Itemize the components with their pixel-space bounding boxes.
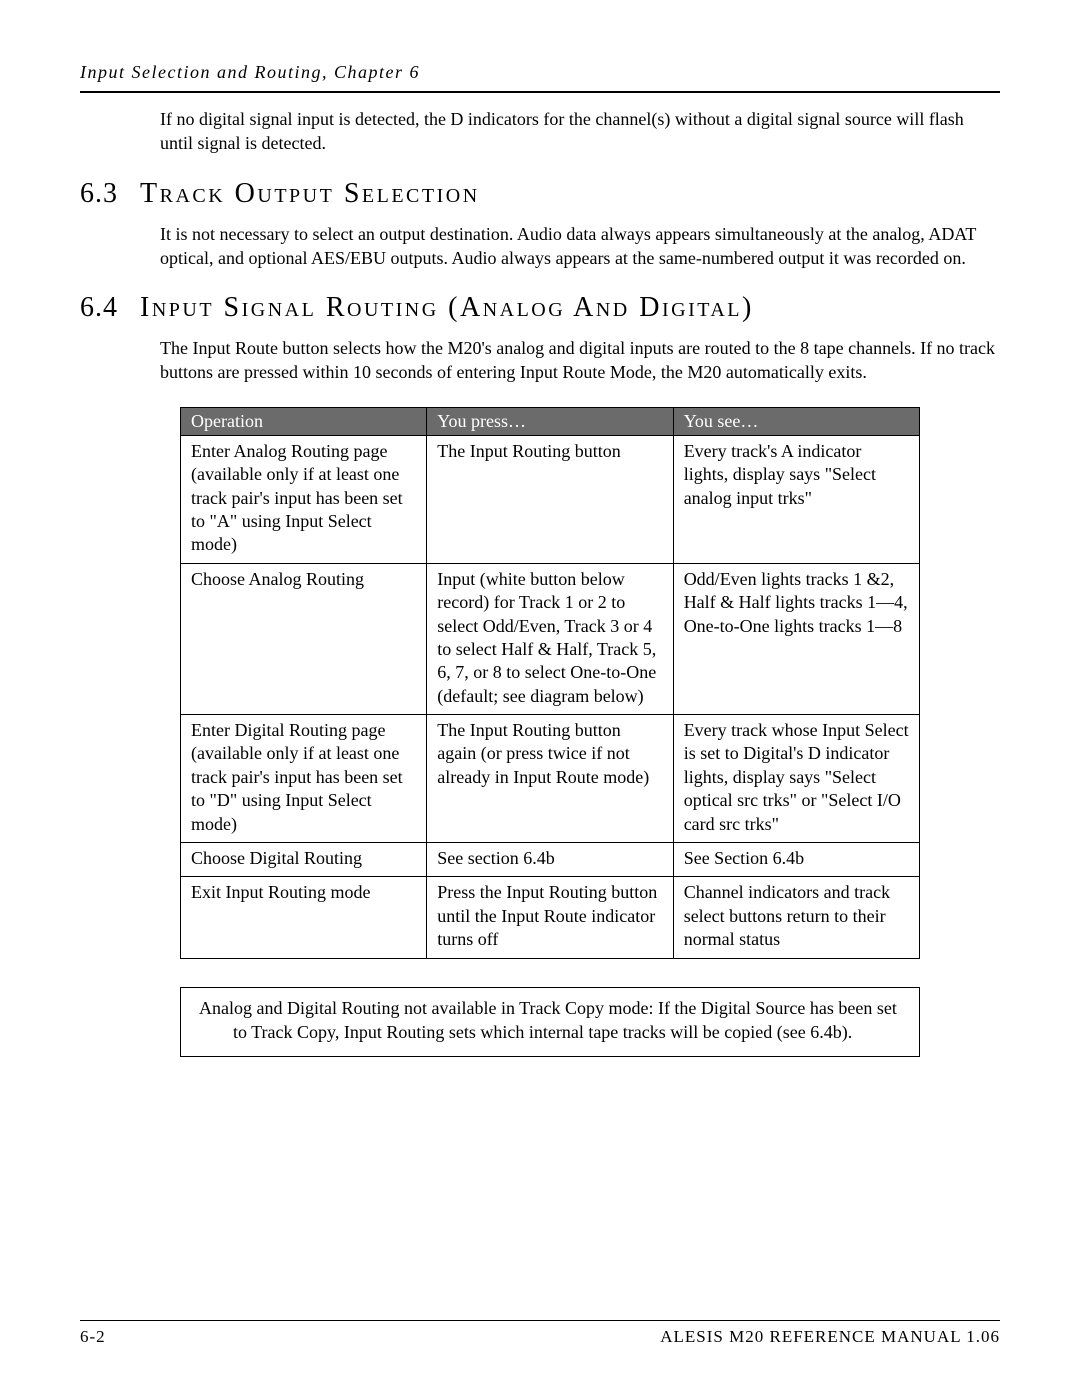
section-number: 6.4: [80, 292, 118, 324]
running-head: Input Selection and Routing, Chapter 6: [80, 62, 1000, 83]
intro-paragraph: If no digital signal input is detected, …: [160, 107, 1000, 156]
manual-title: ALESIS M20 REFERENCE MANUAL 1.06: [660, 1327, 1000, 1347]
section-6-3-body: It is not necessary to select an output …: [160, 222, 1000, 271]
section-6-4-body: The Input Route button selects how the M…: [160, 336, 1000, 385]
note-box: Analog and Digital Routing not available…: [180, 987, 920, 1058]
table-row: Enter Analog Routing page (available onl…: [181, 435, 920, 563]
column-header: You see…: [673, 407, 919, 435]
table-row: Enter Digital Routing page (available on…: [181, 715, 920, 843]
header-rule: [80, 91, 1000, 93]
table-cell: Press the Input Routing button until the…: [427, 877, 673, 958]
section-number: 6.3: [80, 178, 118, 210]
table-cell: See section 6.4b: [427, 843, 673, 877]
section-6-3-heading: 6.3 Track Output Selection: [80, 178, 1000, 210]
section-6-4-heading: 6.4 Input Signal Routing (Analog And Dig…: [80, 292, 1000, 324]
page-footer: 6-2 ALESIS M20 REFERENCE MANUAL 1.06: [80, 1320, 1000, 1347]
table-row: Exit Input Routing mode Press the Input …: [181, 877, 920, 958]
table-cell: Channel indicators and track select butt…: [673, 877, 919, 958]
table-row: Choose Analog Routing Input (white butto…: [181, 563, 920, 714]
table-cell: The Input Routing button again (or press…: [427, 715, 673, 843]
page-number: 6-2: [80, 1327, 106, 1347]
footer-rule: [80, 1320, 1000, 1321]
table-cell: Enter Analog Routing page (available onl…: [181, 435, 427, 563]
table-cell: Enter Digital Routing page (available on…: [181, 715, 427, 843]
table-cell: Choose Digital Routing: [181, 843, 427, 877]
table-cell: Every track's A indicator lights, displa…: [673, 435, 919, 563]
note-text: Analog and Digital Routing not available…: [199, 996, 901, 1045]
table-header-row: Operation You press… You see…: [181, 407, 920, 435]
table-cell: Choose Analog Routing: [181, 563, 427, 714]
table-cell: Odd/Even lights tracks 1 &2, Half & Half…: [673, 563, 919, 714]
table-cell: The Input Routing button: [427, 435, 673, 563]
table-cell: Exit Input Routing mode: [181, 877, 427, 958]
table-cell: Input (white button below record) for Tr…: [427, 563, 673, 714]
routing-table: Operation You press… You see… Enter Anal…: [180, 407, 920, 959]
section-title: Input Signal Routing (Analog And Digital…: [140, 292, 754, 324]
table-row: Choose Digital Routing See section 6.4b …: [181, 843, 920, 877]
table-cell: Every track whose Input Select is set to…: [673, 715, 919, 843]
section-title: Track Output Selection: [140, 178, 480, 210]
column-header: You press…: [427, 407, 673, 435]
column-header: Operation: [181, 407, 427, 435]
table-cell: See Section 6.4b: [673, 843, 919, 877]
